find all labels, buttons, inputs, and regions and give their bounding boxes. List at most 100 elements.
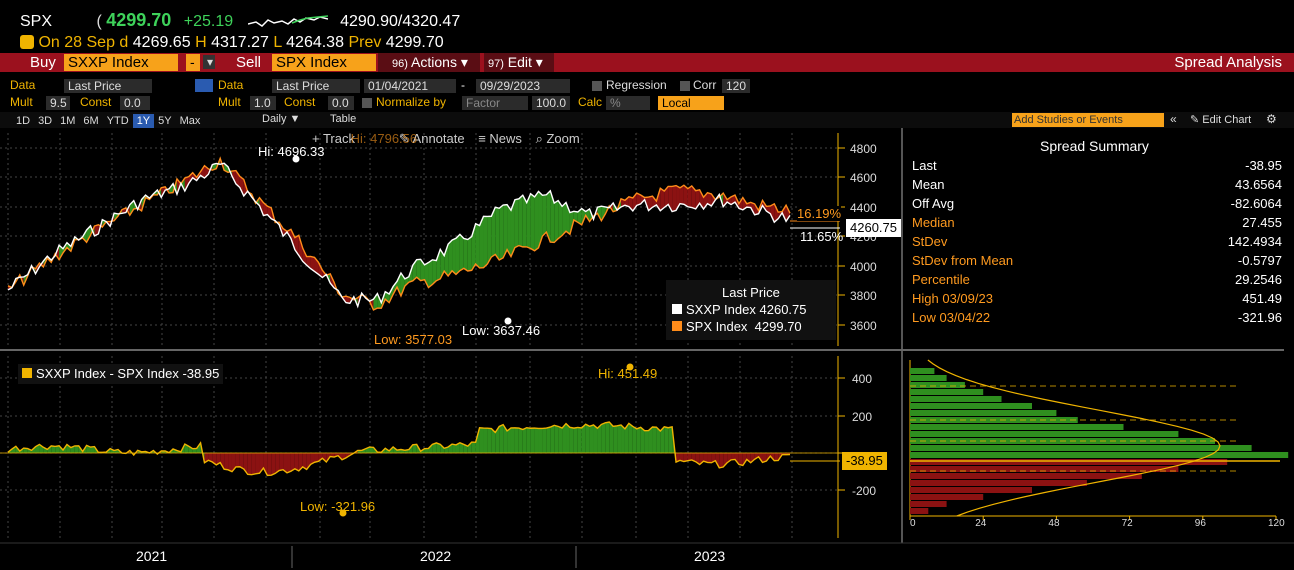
period-tab-list: 1D 3D 1M 6M YTD 1Y 5Y Max: [12, 113, 204, 128]
end-date-field[interactable]: 09/29/2023: [476, 79, 570, 93]
date-dash: -: [461, 78, 465, 92]
legend-item-spx: SPX Index 4299.70: [672, 319, 802, 334]
tab-ytd[interactable]: YTD: [106, 115, 129, 127]
chevron-down-icon[interactable]: ▾: [203, 55, 215, 69]
gear-icon[interactable]: ⚙: [1266, 112, 1277, 126]
pct-spx: 16.19%: [797, 206, 842, 221]
prev-label: Prev: [348, 34, 382, 51]
spread-line: [7, 421, 791, 477]
spread-legend: SXXP Index - SPX Index -38.95: [18, 364, 224, 384]
news-button[interactable]: ≡ News: [478, 131, 522, 146]
buy-security-field[interactable]: SXXP Index: [64, 54, 178, 71]
normalize-label: Normalize by: [376, 95, 447, 109]
bloomberg-calendar-icon[interactable]: [20, 35, 34, 49]
mult2-field[interactable]: 1.0: [250, 96, 276, 110]
actions-label: Actions: [411, 54, 457, 70]
corr-field[interactable]: 120: [722, 79, 750, 93]
data-label: Data: [10, 78, 36, 92]
y-tick-label-top: 3800: [850, 289, 877, 303]
const1-field[interactable]: 0.0: [120, 96, 150, 110]
const2-field[interactable]: 0.0: [328, 96, 354, 110]
period-tabs: 1D 3D 1M 6M YTD 1Y 5Y Max Daily ▼ Table Add Stu…: [0, 112, 1294, 128]
hist-bar: [910, 389, 984, 395]
factor-field[interactable]: 100.0: [532, 96, 570, 110]
sxxp-line: [7, 162, 791, 309]
y-tick-label-top: 4000: [850, 260, 877, 274]
corr-checkbox[interactable]: [680, 81, 690, 91]
table-button[interactable]: Table: [330, 113, 357, 125]
range-low: 4290.90: [340, 13, 398, 30]
ghost-hi-label: Hi: 4796.56: [350, 131, 418, 146]
mult1-field[interactable]: 9.5: [46, 96, 70, 110]
swap-icon[interactable]: [195, 79, 213, 92]
summary-value: -321.96: [1237, 310, 1282, 325]
spread-last-tag: -38.95: [842, 452, 887, 470]
legend-value-spx: 4299.70: [754, 319, 802, 334]
open-value: 4269.65: [132, 34, 191, 51]
summary-key: StDev from Mean: [912, 253, 1014, 268]
params-row-1: Data Last Price Data Last Price 01/04/20…: [0, 78, 800, 94]
start-date-field[interactable]: 01/04/2021: [364, 79, 456, 93]
tab-1y[interactable]: 1Y: [132, 114, 155, 128]
frequency-label: Daily: [262, 113, 287, 125]
minus-field[interactable]: -: [186, 54, 200, 71]
hist-x-tick: 24: [975, 518, 987, 529]
summary-row: StDev from Mean -0.5797: [904, 251, 1284, 270]
summary-key: StDev: [912, 234, 948, 249]
legend-swatch-sxxp: [672, 304, 682, 314]
hist-x-tick: 48: [1048, 518, 1060, 529]
actions-button[interactable]: 96) Actions ▾: [378, 53, 480, 72]
summary-value: 451.49: [1242, 291, 1282, 306]
data2-select[interactable]: Last Price: [272, 79, 360, 93]
zoom-button[interactable]: ⌕ Zoom: [535, 131, 580, 146]
news-label: News: [489, 131, 522, 146]
year-2021: 2021: [136, 548, 168, 564]
normalize-checkbox[interactable]: [362, 98, 372, 108]
summary-value: -82.6064: [1230, 196, 1282, 211]
legend-name-spx: SPX Index: [686, 319, 748, 334]
legend-name-sxxp: SXXP Index: [686, 302, 756, 317]
summary-key: Low 03/04/22: [912, 310, 991, 325]
calc-select[interactable]: %: [606, 96, 650, 110]
hist-bar: [910, 368, 935, 374]
frequency-select[interactable]: Daily ▼: [262, 113, 301, 125]
tab-6m[interactable]: 6M: [83, 115, 99, 127]
summary-value: -0.5797: [1237, 253, 1282, 268]
hist-bar: [910, 487, 1032, 493]
summary-key: Percentile: [912, 272, 970, 287]
last-price: 4299.70: [106, 10, 172, 30]
tab-1m[interactable]: 1M: [60, 115, 76, 127]
add-studies-input[interactable]: Add Studies or Events: [1012, 113, 1164, 127]
tab-5y[interactable]: 5Y: [158, 115, 172, 127]
sell-security-field[interactable]: SPX Index: [272, 54, 376, 71]
annotate-button[interactable]: ✎ Annotate: [398, 131, 465, 146]
local-select[interactable]: Local: [658, 96, 724, 110]
year-2023: 2023: [694, 548, 726, 564]
regression-label: Regression: [606, 78, 667, 92]
hist-x-tick: 120: [1268, 518, 1285, 529]
tab-max[interactable]: Max: [179, 115, 201, 127]
summary-row: Median 27.455: [904, 213, 1284, 232]
tab-3d[interactable]: 3D: [38, 115, 53, 127]
data1-select[interactable]: Last Price: [64, 79, 152, 93]
edit-chart-button[interactable]: ✎ Edit Chart: [1190, 114, 1252, 126]
range-sep: /: [397, 13, 403, 30]
mult1-label: Mult: [10, 95, 33, 109]
edit-button[interactable]: 97) Edit ▾: [484, 53, 554, 72]
low-marker: [504, 317, 512, 325]
track-label: Track: [322, 131, 355, 146]
sell-label: Sell: [236, 54, 262, 71]
hist-bar: [910, 473, 1142, 479]
hist-bar: [910, 396, 1002, 402]
collapse-icon[interactable]: «: [1170, 112, 1177, 126]
normalize-select[interactable]: Factor: [462, 96, 528, 110]
legend-value-sxxp: 4260.75: [759, 302, 807, 317]
hi-marker: [292, 155, 300, 163]
hi-label: Hi: 4696.33: [258, 144, 325, 159]
track-button[interactable]: + Track: [312, 131, 355, 146]
regression-checkbox[interactable]: [592, 81, 602, 91]
tab-1d[interactable]: 1D: [16, 115, 31, 127]
page-title: Spread Analysis: [1174, 54, 1282, 71]
spread-hi-marker: [626, 363, 634, 371]
